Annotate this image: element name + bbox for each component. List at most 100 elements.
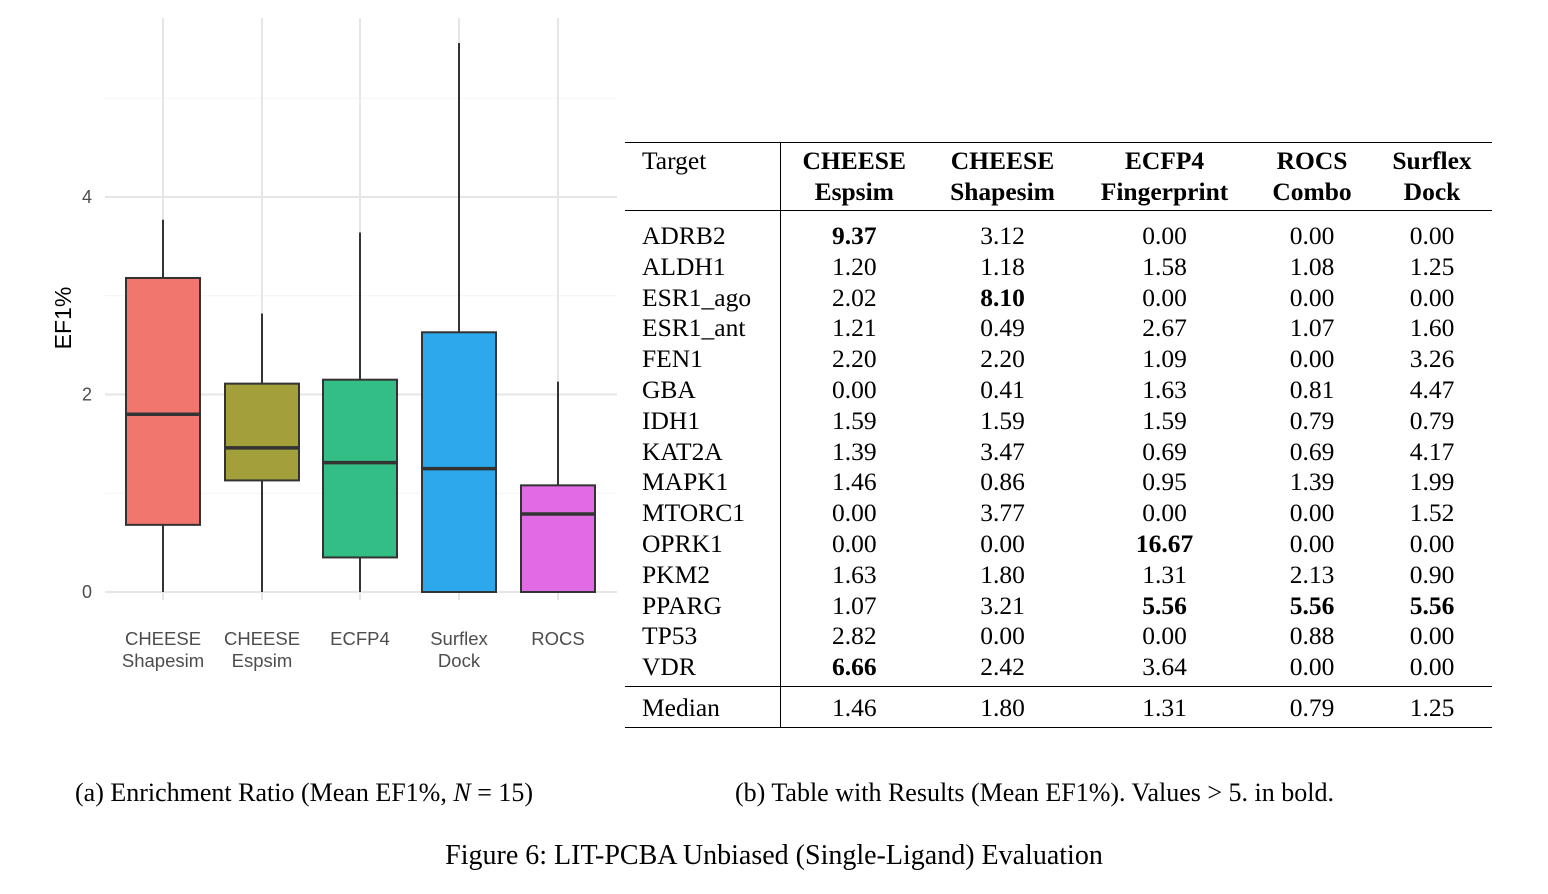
x-tick-label: Dock xyxy=(438,650,481,671)
table-median-row: Median 1.46 1.80 1.31 0.79 1.25 xyxy=(625,686,1492,728)
row-target: FEN1 xyxy=(625,344,781,375)
table-cell: 0.00 xyxy=(831,528,877,558)
table-cell: 0.00 xyxy=(1289,498,1335,528)
table-cell: 3.77 xyxy=(980,498,1025,528)
x-tick-label: Espsim xyxy=(232,650,293,671)
table-cell: 1.39 xyxy=(831,436,877,466)
row-target: KAT2A xyxy=(625,436,781,468)
table-cell: 1.52 xyxy=(1409,498,1455,528)
table-cell: 1.63 xyxy=(1142,374,1187,404)
box-group xyxy=(520,381,596,594)
row-target: MTORC1 xyxy=(625,498,781,529)
table-cell: 1.59 xyxy=(980,405,1025,435)
row-target: ADRB2 xyxy=(625,210,781,252)
y-axis-label: EF1% xyxy=(50,287,76,350)
box-group xyxy=(421,42,497,593)
header-col: ROCS Combo xyxy=(1272,146,1352,206)
table-row: FEN1 2.20 2.20 1.09 0.00 3.26 xyxy=(625,344,1492,375)
table-cell: 0.88 xyxy=(1289,621,1335,651)
box-body xyxy=(322,378,398,559)
table-cell: 1.07 xyxy=(831,590,877,620)
table-cell: 0.00 xyxy=(980,528,1025,558)
table-cell: 2.02 xyxy=(831,282,877,312)
table-cell: 0.00 xyxy=(1289,282,1335,312)
row-target: OPRK1 xyxy=(625,528,781,560)
table-cell: 1.21 xyxy=(831,313,877,343)
row-target: ESR1_ant xyxy=(625,313,781,345)
x-tick-label: ECFP4 xyxy=(330,628,390,649)
row-target: PKM2 xyxy=(625,559,781,591)
table-cell: 0.00 xyxy=(1409,652,1455,682)
table-cell: 0.00 xyxy=(1409,221,1455,250)
x-tick-label: ROCS xyxy=(531,628,584,649)
table-cell: 0.00 xyxy=(1142,498,1187,528)
table-cell: 5.56 xyxy=(1289,590,1335,620)
table-row: GBA 0.00 0.41 1.63 0.81 4.47 xyxy=(625,374,1492,406)
results-table: Target CHEESE Espsim CHEESE Shapesim ECFP4… xyxy=(625,142,1492,728)
table-cell: 1.08 xyxy=(1289,251,1335,281)
boxes xyxy=(125,42,596,594)
table-cell: 2.82 xyxy=(831,621,877,651)
table-row: MTORC1 0.00 3.77 0.00 0.00 1.52 xyxy=(625,498,1492,529)
row-target: GBA xyxy=(625,374,781,406)
table-cell: 1.07 xyxy=(1289,313,1335,343)
table-row: TP53 2.82 0.00 0.00 0.88 0.00 xyxy=(625,621,1492,653)
table-body: ADRB2 9.37 3.12 0.00 0.00 0.00 ALDH1 1.20 1.18 1.… xyxy=(625,210,1492,687)
box-body xyxy=(421,331,497,593)
table-cell: 0.95 xyxy=(1142,467,1187,497)
table-cell: 2.20 xyxy=(980,344,1025,374)
header-col: CHEESE Espsim xyxy=(802,146,906,206)
table-cell: 0.00 xyxy=(1289,221,1335,250)
y-tick-labels: 0 2 4 xyxy=(82,187,92,602)
table-cell: 0.00 xyxy=(1289,528,1335,558)
box-body xyxy=(520,484,596,594)
y-tick-label: 2 xyxy=(82,385,92,405)
table-cell: 8.10 xyxy=(980,282,1025,312)
table-cell: 0.79 xyxy=(1289,405,1335,435)
table-row: MAPK1 1.46 0.86 0.95 1.39 1.99 xyxy=(625,467,1492,499)
table-cell: 2.42 xyxy=(980,652,1025,682)
table-cell: 0.00 xyxy=(1142,621,1187,651)
subfigure-b-caption: (b) Table with Results (Mean EF1%). Valu… xyxy=(735,778,1334,807)
table-row: PPARG 1.07 3.21 5.56 5.56 5.56 xyxy=(625,590,1492,622)
table-cell: 0.86 xyxy=(980,467,1025,497)
x-tick-label: Surflex xyxy=(430,628,488,649)
row-target: MAPK1 xyxy=(625,467,781,499)
table-row: PKM2 1.63 1.80 1.31 2.13 0.90 xyxy=(625,559,1492,591)
table-row: ESR1_ant 1.21 0.49 2.67 1.07 1.60 xyxy=(625,313,1492,345)
box-body xyxy=(224,382,300,482)
median-cell: 1.25 xyxy=(1409,692,1455,722)
table-cell: 1.99 xyxy=(1409,467,1455,497)
box-group xyxy=(125,219,201,592)
table-cell: 16.67 xyxy=(1135,528,1194,558)
table-row: IDH1 1.59 1.59 1.59 0.79 0.79 xyxy=(625,405,1492,437)
table-cell: 0.69 xyxy=(1142,436,1187,466)
table-cell: 3.64 xyxy=(1142,652,1187,682)
box-body xyxy=(125,276,201,526)
table-row: OPRK1 0.00 0.00 16.67 0.00 0.00 xyxy=(625,528,1492,560)
x-tick-label: Shapesim xyxy=(122,650,204,671)
table-cell: 3.21 xyxy=(980,590,1025,620)
table-cell: 0.79 xyxy=(1409,405,1455,435)
box-group xyxy=(322,232,398,592)
table-cell: 1.80 xyxy=(980,559,1025,589)
table-row: ESR1_ago 2.02 8.10 0.00 0.00 0.00 xyxy=(625,282,1492,314)
table-row: ADRB2 9.37 3.12 0.00 0.00 0.00 xyxy=(625,210,1492,252)
table-cell: 0.00 xyxy=(1289,344,1335,374)
table-cell: 9.37 xyxy=(831,221,877,250)
table-cell: 2.13 xyxy=(1289,559,1335,589)
row-target: ESR1_ago xyxy=(625,282,781,314)
figure-caption: Figure 6: LIT-PCBA Unbiased (Single-Liga… xyxy=(445,840,1103,871)
table-cell: 0.00 xyxy=(980,621,1025,651)
subfigure-a-caption: (a) Enrichment Ratio (Mean EF1%, N = 15) xyxy=(75,778,534,807)
table-cell: 0.41 xyxy=(980,374,1025,404)
table-cell: 1.59 xyxy=(1142,405,1187,435)
table-cell: 1.58 xyxy=(1142,251,1187,281)
row-target: TP53 xyxy=(625,621,781,653)
table-cell: 4.47 xyxy=(1409,374,1455,404)
table-cell: 3.12 xyxy=(980,221,1025,250)
table-cell: 0.00 xyxy=(831,498,877,528)
table-cell: 1.31 xyxy=(1142,559,1187,589)
